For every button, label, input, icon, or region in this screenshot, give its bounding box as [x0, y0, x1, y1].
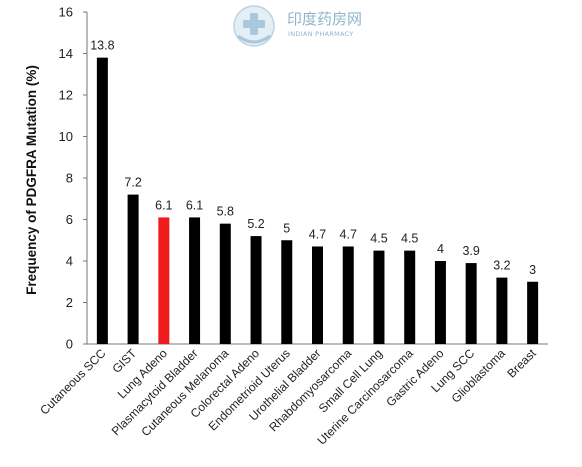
bar	[496, 277, 508, 344]
data-label: 4.5	[401, 232, 418, 246]
bar	[281, 240, 293, 344]
data-labels: 13.8 7.2 6.1 6.1 5.8 5.2 5 4.7 4.7 4.5 4.5 4 3.9 3.2 3	[90, 39, 536, 277]
bar	[527, 281, 539, 344]
y-axis-label: Frequency of PDGFRA Mutation (%)	[24, 65, 39, 295]
data-label: 4.5	[370, 232, 387, 246]
bar	[250, 236, 262, 344]
data-label: 5.2	[247, 217, 264, 231]
y-tick-label: 16	[59, 5, 73, 20]
category-label: Cutaneous SCC	[37, 346, 108, 417]
data-label: 3.2	[493, 259, 510, 273]
category-label: Breast	[504, 346, 539, 381]
y-tick-label: 6	[66, 212, 73, 227]
y-tick-label: 0	[66, 337, 73, 352]
bar	[404, 250, 416, 344]
bar	[219, 223, 231, 344]
logo-text-en: INDIAN PHARMACY	[288, 30, 354, 38]
y-tick-label: 12	[59, 88, 73, 103]
y-tick-label: 10	[59, 129, 73, 144]
pharmacy-logo: 印度药房网 INDIAN PHARMACY	[233, 5, 362, 47]
bar	[127, 194, 139, 344]
bar	[158, 217, 170, 344]
data-label: 5.8	[217, 205, 234, 219]
bar	[342, 246, 354, 344]
bar	[96, 57, 108, 345]
bar	[312, 246, 323, 344]
data-label: 3	[529, 263, 536, 277]
data-label: 4	[437, 242, 444, 256]
bar-series	[96, 57, 539, 345]
y-tick-label: 2	[66, 295, 73, 310]
y-tick-label: 4	[66, 254, 73, 269]
data-label: 7.2	[124, 176, 141, 190]
data-label: 6.1	[155, 198, 172, 212]
data-label: 5	[283, 221, 290, 235]
bar	[189, 217, 201, 344]
bar	[434, 261, 446, 344]
bar	[465, 263, 477, 344]
y-tick-label: 8	[66, 171, 73, 186]
data-label: 4.7	[309, 227, 326, 241]
data-label: 4.7	[340, 227, 357, 241]
data-label: 3.9	[462, 244, 479, 258]
data-label: 6.1	[186, 198, 203, 212]
logo-text-cn: 印度药房网	[287, 10, 362, 28]
data-label: 13.8	[90, 39, 114, 53]
bar	[373, 250, 385, 344]
y-tick-label: 14	[59, 46, 73, 61]
